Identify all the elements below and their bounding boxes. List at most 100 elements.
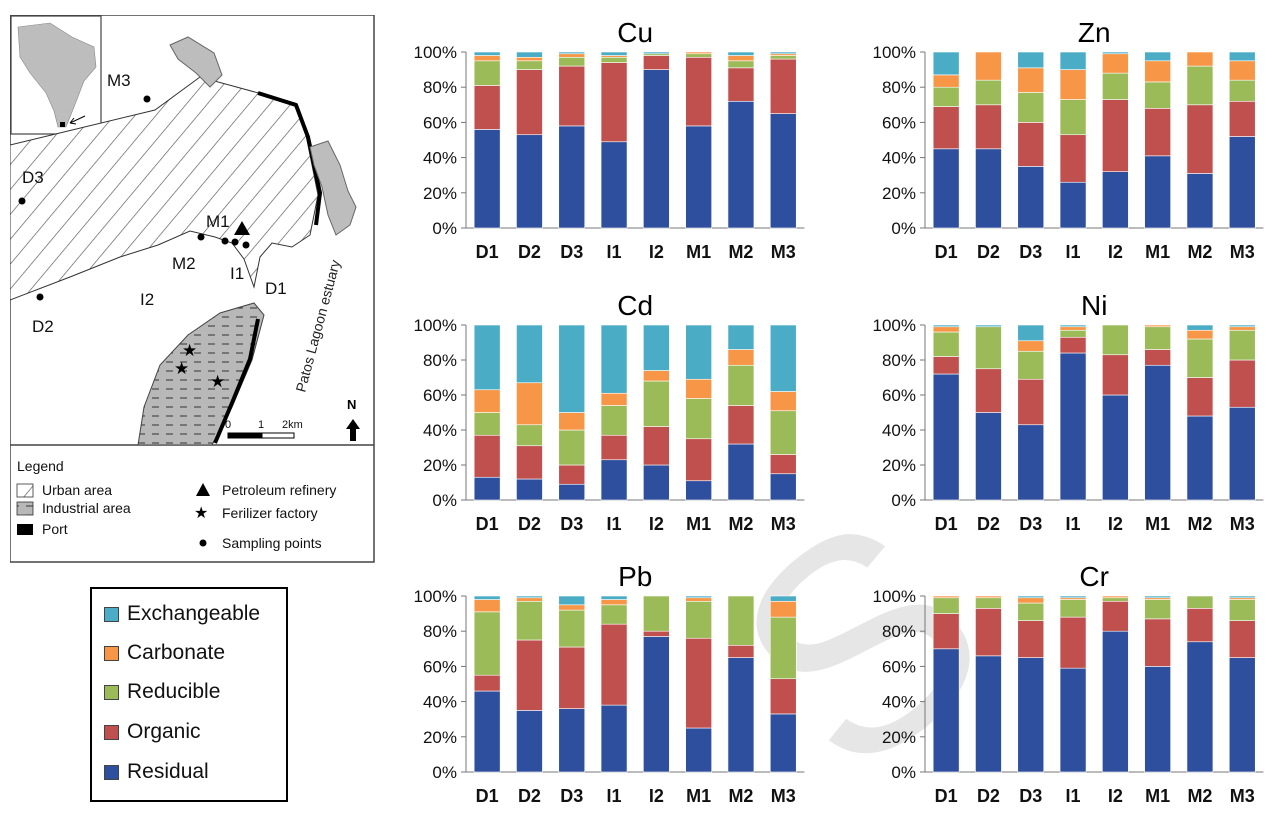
bar-segment-exchangeable [1144, 595, 1171, 599]
bar-segment-reducible [932, 86, 960, 107]
x-tick-label: M2 [1187, 514, 1212, 534]
bar-segment-residual [1102, 630, 1129, 773]
bar-segment-residual [685, 480, 712, 501]
bar-segment-organic [1059, 336, 1087, 354]
bar-segment-exchangeable [558, 324, 586, 413]
svg-text:Urban area: Urban area [42, 482, 112, 498]
y-tick-label: 0% [432, 219, 457, 238]
map-legend: Legend Urban area Petroleum refinery Ind… [16, 458, 336, 551]
bar-segment-reducible [975, 79, 1002, 106]
bar-segment-reducible [1017, 350, 1045, 380]
bar-segment-residual [558, 125, 586, 229]
bar-segment-reducible [516, 600, 543, 641]
bar-segment-exchangeable [975, 324, 1002, 328]
bar-segment-reducible [1102, 324, 1129, 356]
bar-segment-exchangeable [1059, 51, 1087, 70]
bar-segment-exchangeable [1102, 51, 1129, 55]
bar-segment-residual [516, 134, 543, 229]
y-tick-label: 40% [882, 693, 916, 712]
y-tick-label: 80% [882, 351, 916, 370]
bar-segment-organic [1017, 620, 1045, 658]
x-tick-label: M3 [771, 514, 796, 534]
bar-segment-reducible [1059, 329, 1087, 338]
bar-segment-carbonate [558, 604, 586, 611]
x-tick-label: D1 [935, 514, 958, 534]
bar-segment-residual [727, 443, 755, 501]
bar-segment-organic [1186, 377, 1214, 417]
scale-bar: 0 1 2km [225, 419, 303, 439]
bar-segment-exchangeable [1059, 595, 1087, 599]
bar-segment-residual [600, 704, 628, 773]
chart-title: Cd [617, 290, 653, 321]
bar-segment-residual [769, 113, 797, 229]
x-tick-label: M2 [728, 242, 753, 262]
legend-swatch [104, 724, 119, 740]
map-legend-title: Legend [17, 458, 64, 474]
bar-segment-organic [932, 613, 960, 650]
bar-segment-residual [516, 478, 543, 501]
x-tick-label: I1 [1066, 786, 1081, 806]
svg-text:★: ★ [194, 503, 208, 522]
bar-segment-reducible [1144, 326, 1171, 350]
x-tick-label: I2 [1108, 786, 1123, 806]
station-label: I2 [140, 290, 154, 309]
bar-segment-residual [1144, 155, 1171, 229]
y-tick-label: 40% [423, 149, 457, 168]
bar-segment-residual [473, 690, 501, 773]
y-tick-label: 20% [423, 728, 457, 747]
y-tick-label: 0% [891, 491, 916, 510]
bar-segment-residual [1186, 173, 1214, 229]
bar-segment-exchangeable [769, 51, 797, 55]
bar-segment-residual [1228, 406, 1256, 501]
bar-segment-reducible [1228, 79, 1256, 102]
legend-swatch [104, 764, 119, 780]
bar-segment-carbonate [685, 378, 712, 399]
bar-segment-carbonate [600, 392, 628, 406]
bar-segment-residual [473, 129, 501, 229]
bar-segment-carbonate [1186, 51, 1214, 67]
y-tick-label: 100% [873, 587, 916, 606]
bar-segment-exchangeable [1017, 595, 1045, 599]
bar-segment-carbonate [558, 412, 586, 431]
x-tick-label: M3 [771, 242, 796, 262]
bar-segment-carbonate [1228, 60, 1256, 81]
bar-segment-organic [1102, 99, 1129, 172]
island [309, 140, 357, 236]
port [213, 318, 260, 444]
bar-segment-organic [685, 56, 712, 127]
bar-segment-exchangeable [1017, 324, 1045, 342]
bar-segment-carbonate [1144, 324, 1171, 328]
x-tick-label: D3 [1019, 514, 1042, 534]
chart-title: Zn [1078, 17, 1111, 48]
x-tick-label: M2 [1187, 786, 1212, 806]
y-tick-label: 80% [423, 351, 457, 370]
bar-segment-reducible [1144, 81, 1171, 109]
x-tick-label: M3 [1230, 242, 1255, 262]
bar-segment-carbonate [1186, 329, 1214, 340]
study-area-map: ★ ★ ★ M3 D3 M1 M2 I1 D1 D2 I2 Patos Lago… [10, 15, 375, 563]
bar-segment-residual [1144, 364, 1171, 501]
bar-segment-reducible [685, 53, 712, 58]
bar-segment-carbonate [932, 74, 960, 88]
x-tick-label: D2 [977, 786, 1000, 806]
bar-segment-reducible [727, 595, 755, 646]
bar-segment-organic [769, 454, 797, 475]
legend-swatch [104, 645, 119, 661]
bar-segment-carbonate [643, 370, 670, 382]
x-tick-label: M3 [1230, 786, 1255, 806]
bar-segment-carbonate [727, 349, 755, 366]
bar-segment-organic [685, 438, 712, 482]
svg-text:Petroleum refinery: Petroleum refinery [222, 482, 336, 498]
x-tick-label: D2 [977, 514, 1000, 534]
bar-segment-exchangeable [516, 595, 543, 599]
x-tick-label: I1 [607, 242, 622, 262]
bar-segment-reducible [473, 412, 501, 436]
bar-segment-organic [1186, 608, 1214, 643]
bar-segment-residual [975, 412, 1002, 501]
bar-segment-reducible [1059, 99, 1087, 136]
bar-segment-organic [643, 55, 670, 70]
bar-segment-reducible [1186, 338, 1214, 378]
station-label: M2 [172, 254, 196, 273]
bar-segment-reducible [600, 604, 628, 625]
x-tick-label: M1 [1145, 514, 1170, 534]
